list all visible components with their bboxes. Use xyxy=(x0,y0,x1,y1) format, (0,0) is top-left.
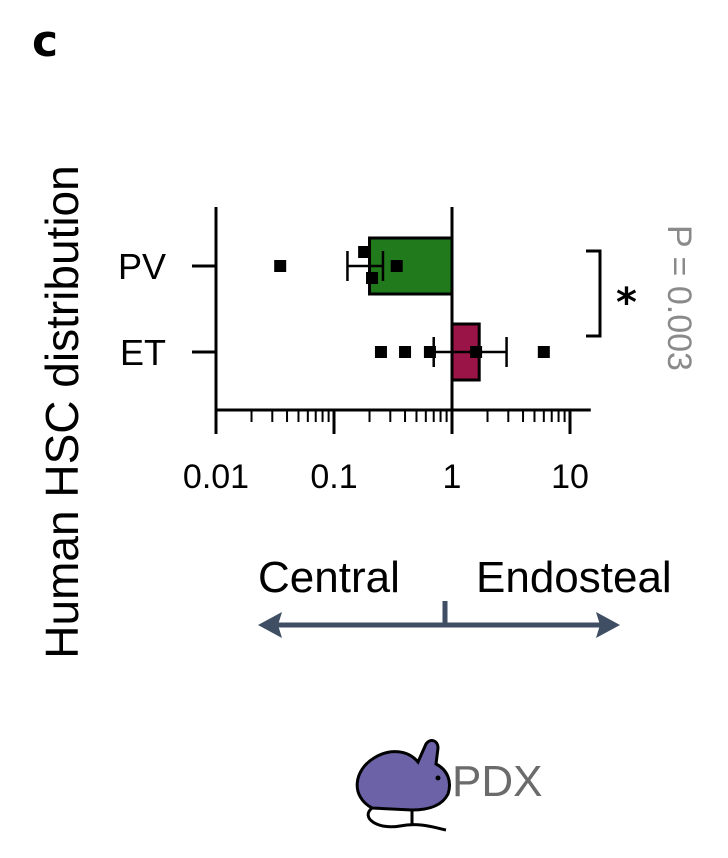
arrow-head-right xyxy=(596,612,620,638)
mouse-tail xyxy=(366,806,447,832)
x-tick-label: 10 xyxy=(551,458,589,496)
significance-bracket: * P = 0.003 xyxy=(586,225,698,371)
y-axis-label: Human HSC distribution xyxy=(36,165,88,658)
bracket-line xyxy=(586,249,602,338)
category-label-pv: PV xyxy=(118,246,166,287)
significance-star: * xyxy=(616,280,637,326)
data-point xyxy=(423,346,436,358)
data-point xyxy=(374,346,387,358)
x-tick-label: 0.1 xyxy=(310,458,357,496)
bars xyxy=(368,236,481,382)
model-label: PDX xyxy=(452,757,542,806)
tick-labels: 0.01 0.1 1 10 xyxy=(183,458,589,496)
data-point xyxy=(399,346,412,358)
data-point xyxy=(358,246,371,258)
x-tick-label: 0.01 xyxy=(183,458,249,496)
p-value-label: P = 0.003 xyxy=(660,225,698,371)
mouse-icon xyxy=(355,739,451,832)
data-point xyxy=(470,346,483,358)
category-label-et: ET xyxy=(120,332,166,373)
data-points xyxy=(274,246,550,358)
mouse-eye xyxy=(435,775,441,781)
direction-arrow xyxy=(258,601,620,638)
data-point xyxy=(274,260,287,272)
data-point xyxy=(366,272,379,284)
x-tick-label: 1 xyxy=(443,458,462,496)
data-point xyxy=(537,346,550,358)
direction-label-central: Central xyxy=(258,553,400,602)
arrow-head-left xyxy=(258,612,282,638)
data-point xyxy=(390,260,403,272)
category-labels: PV ET xyxy=(118,246,166,373)
mouse-body xyxy=(355,739,451,812)
direction-label-endosteal: Endosteal xyxy=(476,553,672,602)
panel-letter: c xyxy=(32,16,58,67)
